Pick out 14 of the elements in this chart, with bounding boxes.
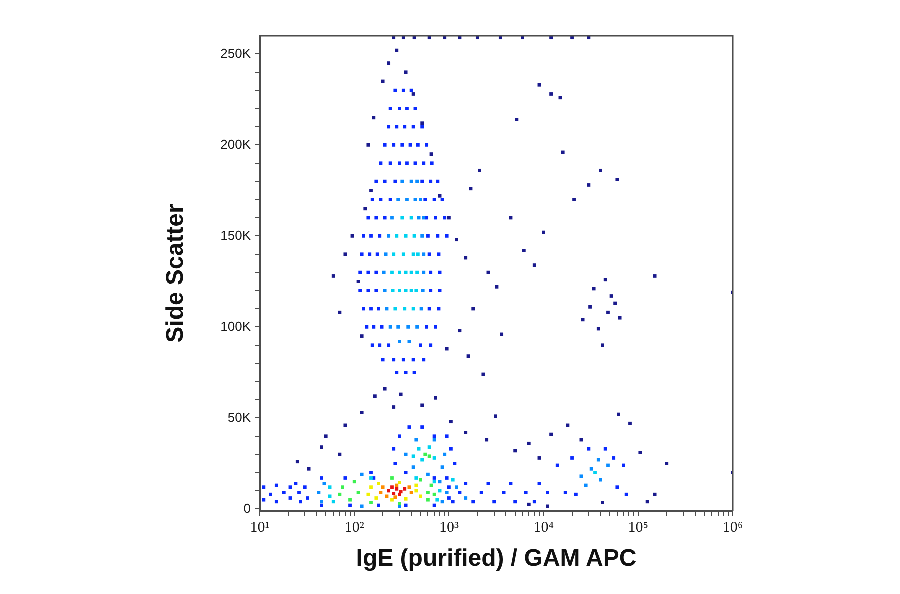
x-tick-label: 10⁴ <box>534 520 554 536</box>
y-tick-label: 200K <box>220 136 252 152</box>
y-axis-title: Side Scatter <box>162 204 190 343</box>
x-tick-label: 10⁶ <box>722 520 744 536</box>
x-tick-label: 10¹ <box>250 520 270 536</box>
y-tick-label: 0 <box>244 500 251 516</box>
y-tick-label: 100K <box>220 318 252 334</box>
x-axis-title: IgE (purified) / GAM APC <box>356 545 637 572</box>
x-tick-label: 10² <box>344 520 365 536</box>
x-tick-label: 10⁵ <box>628 520 649 536</box>
y-tick-label: 150K <box>220 228 252 243</box>
y-tick-label: 250K <box>220 46 252 61</box>
y-tick-label: 50K <box>228 410 252 425</box>
x-tick-label: 10³ <box>439 520 460 536</box>
